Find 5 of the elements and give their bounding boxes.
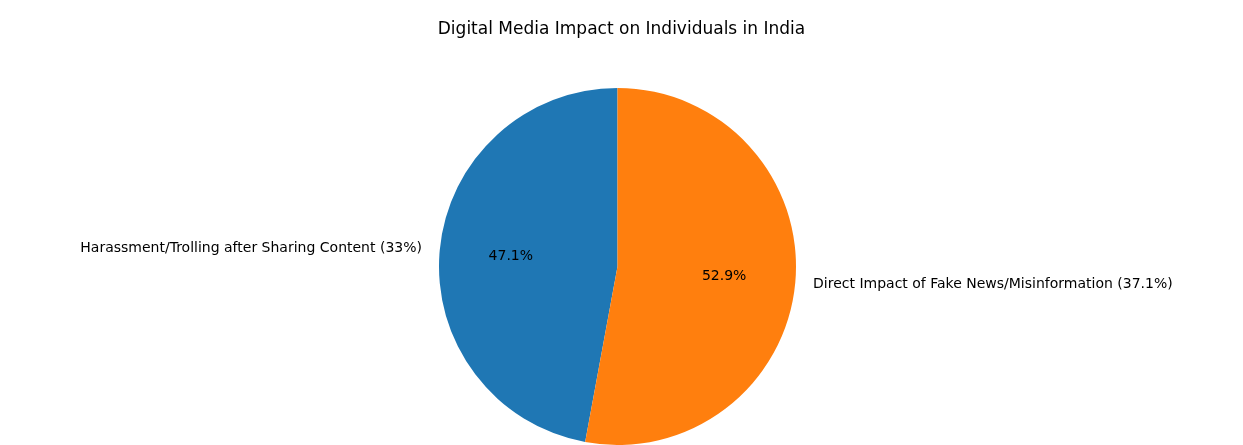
- slice-label: Harassment/Trolling after Sharing Content (33%): [80, 239, 422, 256]
- slice-label: Direct Impact of Fake News/Misinformation (37.1%): [813, 275, 1173, 291]
- data-label: 47.1%: [488, 247, 534, 264]
- data-label: 52.9%: [701, 266, 747, 283]
- chart-title: Digital Media Impact on Individuals in India: [437, 18, 806, 39]
